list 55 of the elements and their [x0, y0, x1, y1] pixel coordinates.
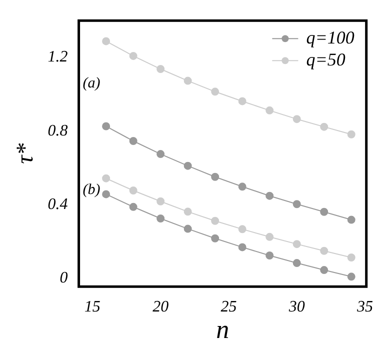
point — [184, 208, 192, 216]
point — [211, 88, 220, 96]
point — [156, 197, 165, 206]
point — [347, 272, 356, 281]
point — [292, 115, 301, 124]
point — [266, 106, 274, 114]
annotation: (b) — [82, 182, 100, 198]
point — [292, 259, 301, 268]
y-tick-label: 0 — [60, 270, 68, 287]
point — [102, 37, 110, 46]
point — [156, 65, 165, 74]
annotation: (a) — [82, 76, 100, 92]
point — [102, 190, 110, 198]
point — [292, 200, 301, 208]
legend-label: q=100 — [306, 27, 354, 48]
legend-label: q=50 — [306, 49, 346, 70]
point — [266, 251, 274, 260]
point — [211, 216, 220, 225]
point — [320, 246, 328, 255]
point — [347, 216, 356, 224]
point — [102, 122, 110, 130]
point — [184, 162, 192, 170]
point — [238, 97, 246, 106]
y-tick-label: 0.4 — [48, 196, 68, 213]
y-axis-title: τ* — [12, 143, 39, 164]
x-tick-label: 25 — [220, 298, 237, 316]
point — [238, 182, 246, 191]
point — [320, 208, 328, 216]
x-tick-label: 20 — [152, 298, 169, 316]
point — [238, 225, 246, 234]
point — [238, 243, 246, 252]
point — [184, 224, 192, 233]
point — [129, 136, 138, 145]
point — [129, 202, 138, 211]
point — [156, 214, 165, 222]
point — [266, 192, 274, 200]
x-axis-title: n — [216, 315, 230, 344]
point — [292, 240, 301, 248]
point — [129, 52, 138, 60]
point — [102, 174, 110, 182]
point — [211, 172, 220, 181]
point — [320, 122, 328, 131]
point — [347, 130, 356, 138]
point — [129, 186, 138, 195]
x-tick-label: 35 — [356, 298, 373, 316]
y-tick-label: 1.2 — [48, 48, 68, 66]
point — [320, 266, 328, 274]
point — [156, 150, 165, 158]
point — [347, 254, 356, 262]
point — [184, 76, 192, 85]
y-tick-label: 0.8 — [48, 122, 68, 140]
x-tick-label: 15 — [84, 298, 100, 316]
x-tick-label: 30 — [288, 298, 305, 316]
point — [211, 234, 220, 242]
point — [266, 232, 274, 241]
